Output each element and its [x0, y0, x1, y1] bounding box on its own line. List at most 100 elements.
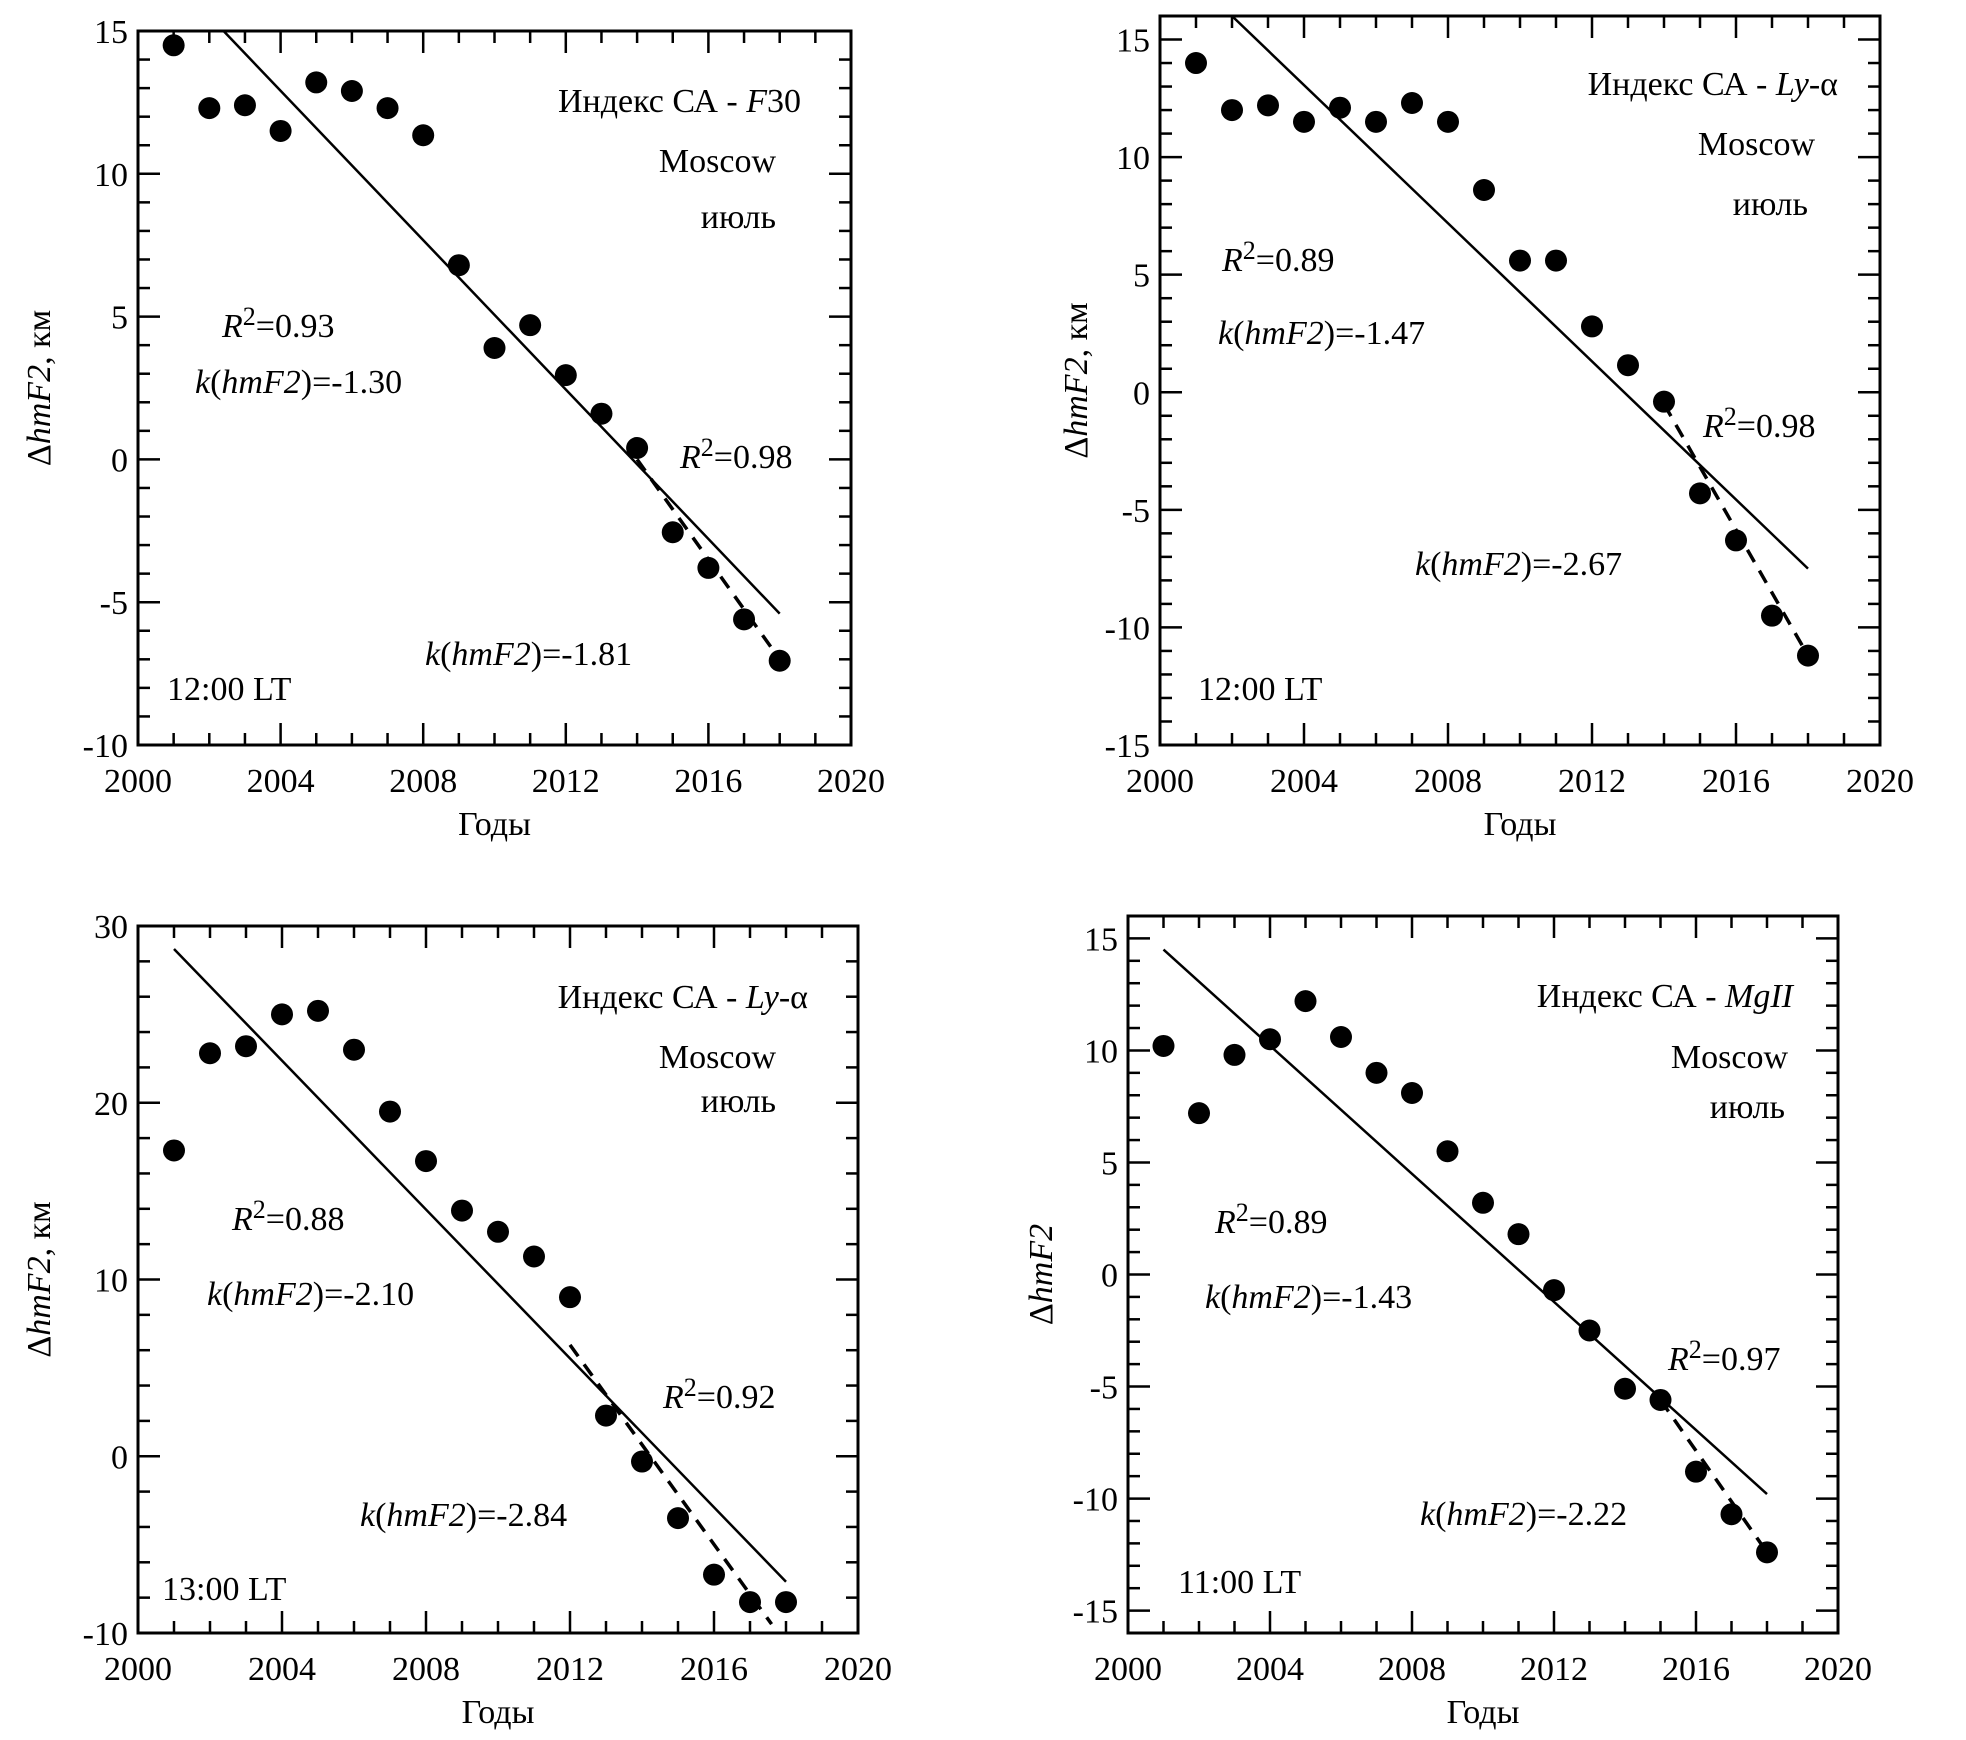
x-tick-label: 2004 — [1270, 763, 1338, 800]
data-point — [661, 521, 684, 544]
r2-all-years-label: R2=0.89 — [1221, 236, 1334, 279]
data-point — [1473, 179, 1495, 202]
data-point — [595, 1404, 617, 1427]
r2-all-years-label: R2=0.89 — [1214, 1198, 1327, 1241]
y-tick-label: 15 — [1116, 23, 1150, 60]
fit-line-all-years — [1231, 15, 1809, 570]
station-label: Moscow — [1698, 126, 1816, 163]
data-point — [1365, 1061, 1388, 1084]
slope-recent-years-label: k(hmF2)=-1.81 — [425, 636, 632, 673]
data-point — [1221, 99, 1243, 122]
data-point — [235, 1035, 257, 1058]
y-axis-title: ΔhmF2 — [1023, 1224, 1060, 1325]
x-tick-label: 2016 — [680, 1651, 748, 1688]
y-tick-label: -10 — [1073, 1482, 1118, 1519]
data-point — [483, 337, 506, 360]
data-point — [1329, 96, 1351, 119]
y-tick-label: -10 — [83, 728, 128, 765]
r2-recent-years-label: R2=0.98 — [679, 433, 792, 476]
chart-panel-2: 2000 2004 2008 2012 2016 2020 -15 -10 -5 0 5 10 15 Го… — [1058, 14, 1914, 843]
index-title: Индекс СА - MgII — [1537, 978, 1795, 1015]
x-tick-label: 2000 — [1094, 1651, 1162, 1688]
data-point — [703, 1563, 725, 1586]
data-point — [1543, 1279, 1565, 1302]
local-time-label: 13:00 LT — [162, 1571, 287, 1608]
fit-line-recent-years — [1659, 1398, 1769, 1554]
slope-all-years-label: k(hmF2)=-1.43 — [1205, 1279, 1412, 1316]
data-point — [697, 556, 720, 579]
data-point — [1578, 1319, 1601, 1342]
data-point — [451, 1199, 473, 1222]
data-point — [340, 79, 363, 102]
data-point — [1617, 354, 1639, 377]
data-point — [1797, 644, 1819, 667]
data-point — [1401, 92, 1423, 115]
y-tick-label: 5 — [1101, 1145, 1118, 1182]
data-point — [626, 436, 649, 459]
x-axis-title: Годы — [462, 1694, 535, 1731]
x-tick-label: 2020 — [817, 763, 885, 800]
x-tick-label: 2000 — [104, 1651, 172, 1688]
data-point — [1185, 52, 1207, 75]
y-tick-label: -5 — [1122, 493, 1150, 530]
data-point — [1653, 390, 1675, 413]
y-tick-label: 0 — [111, 1439, 128, 1476]
data-point — [768, 649, 791, 672]
data-point — [1401, 1082, 1423, 1105]
data-point — [1689, 482, 1711, 505]
slope-recent-years-label: k(hmF2)=-2.67 — [1415, 546, 1622, 583]
x-tick-label: 2004 — [247, 763, 315, 800]
y-tick-label: 15 — [1084, 921, 1118, 958]
month-label: июль — [1710, 1089, 1785, 1126]
y-tick-label: 0 — [1101, 1258, 1118, 1295]
station-label: Moscow — [1671, 1039, 1789, 1076]
month-label: июль — [701, 199, 776, 236]
x-tick-label: 2000 — [104, 763, 172, 800]
month-label: июль — [701, 1083, 776, 1120]
data-point — [376, 97, 399, 120]
data-point — [775, 1591, 797, 1614]
x-tick-label: 2016 — [1702, 763, 1770, 800]
data-point — [199, 1042, 221, 1065]
data-point — [271, 1003, 293, 1026]
data-point — [1330, 1025, 1352, 1048]
data-point — [1685, 1460, 1707, 1483]
data-point — [415, 1150, 437, 1173]
data-point — [412, 124, 435, 147]
x-axis-title: Годы — [1447, 1694, 1520, 1731]
y-tick-label: -5 — [1090, 1370, 1118, 1407]
data-point — [559, 1286, 581, 1309]
r2-all-years-label: R2=0.93 — [221, 302, 334, 345]
local-time-label: 12:00 LT — [1198, 671, 1323, 708]
data-point — [487, 1220, 509, 1243]
x-tick-label: 2004 — [1236, 1651, 1304, 1688]
data-point — [631, 1450, 653, 1473]
data-point — [305, 71, 328, 94]
r2-recent-years-label: R2=0.97 — [1667, 1335, 1780, 1378]
data-point — [1720, 1503, 1743, 1526]
y-tick-label: 5 — [1133, 258, 1150, 295]
data-point — [379, 1100, 401, 1123]
y-tick-label: 0 — [1133, 375, 1150, 412]
x-tick-label: 2016 — [1662, 1651, 1730, 1688]
data-point — [1437, 110, 1459, 133]
x-tick-label: 2008 — [392, 1651, 460, 1688]
local-time-label: 12:00 LT — [167, 671, 292, 708]
x-tick-label: 2008 — [1414, 763, 1482, 800]
chart-panel-4: 2000 2004 2008 2012 2016 2020 -15 -10 -5 0 5 10 15 Го… — [1023, 914, 1872, 1731]
data-point — [1257, 94, 1279, 117]
data-point — [1756, 1541, 1778, 1564]
y-tick-label: 0 — [111, 442, 128, 479]
station-label: Moscow — [659, 143, 777, 180]
y-tick-label: 10 — [94, 1263, 128, 1300]
data-point — [1649, 1388, 1672, 1411]
x-tick-label: 2012 — [532, 763, 600, 800]
data-point — [1293, 110, 1315, 133]
data-point — [1581, 315, 1603, 338]
data-point — [198, 97, 221, 120]
data-point — [447, 254, 470, 277]
y-tick-label: -5 — [100, 585, 128, 622]
slope-all-years-label: k(hmF2)=-2.10 — [207, 1276, 414, 1313]
data-point — [667, 1507, 689, 1530]
r2-all-years-label: R2=0.88 — [231, 1195, 344, 1238]
